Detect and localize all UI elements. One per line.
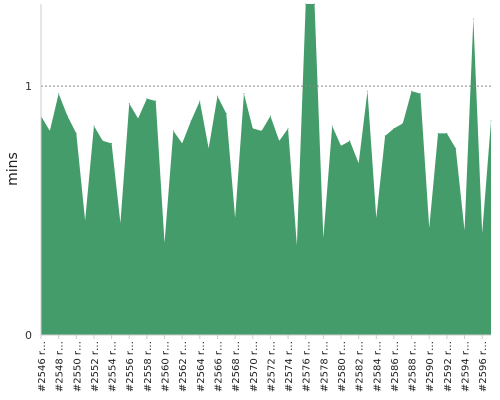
data-point (322, 237, 324, 239)
data-point (278, 140, 280, 142)
y-axis-ticks: 01 (25, 80, 32, 342)
x-tick-label: #2556 r… (125, 341, 136, 392)
data-point (75, 132, 77, 134)
data-point (84, 220, 86, 222)
data-point (419, 93, 421, 95)
data-point (190, 120, 192, 122)
data-point (216, 95, 218, 97)
data-point (428, 227, 430, 229)
data-point (66, 115, 68, 117)
data-point (137, 117, 139, 119)
area-series (41, 4, 491, 335)
x-tick-label: #2576 r… (302, 341, 313, 392)
data-point (393, 127, 395, 129)
data-point (375, 217, 377, 219)
x-tick-label: #2596 r… (478, 341, 489, 392)
data-point (111, 142, 113, 144)
data-point (305, 3, 307, 5)
data-point (366, 90, 368, 92)
plot-area (40, 3, 492, 335)
x-tick-label: #2590 r… (425, 341, 436, 392)
x-tick-label: #2574 r… (284, 341, 295, 392)
x-tick-label: #2548 r… (55, 341, 66, 392)
data-point (225, 113, 227, 114)
x-tick-label: #2568 r… (231, 341, 242, 392)
data-point (411, 90, 413, 92)
x-tick-label: #2582 r… (355, 341, 366, 392)
data-point (340, 145, 342, 147)
data-point (234, 217, 236, 219)
x-tick-label: #2562 r… (178, 341, 189, 392)
x-tick-label: #2570 r… (249, 341, 260, 392)
x-tick-label: #2586 r… (390, 341, 401, 392)
data-point (287, 127, 289, 129)
data-point (93, 125, 95, 127)
data-point (490, 120, 492, 122)
x-tick-label: #2564 r… (196, 341, 207, 392)
y-tick-label: 1 (25, 80, 32, 93)
data-point (119, 222, 121, 224)
data-point (181, 142, 183, 144)
x-axis-ticks: #2546 r… #2548 r… #2550 r… #2552 r… #2554 r…… (37, 335, 489, 392)
x-tick-label: #2546 r… (37, 341, 48, 392)
data-point (243, 93, 245, 95)
data-point (199, 100, 201, 102)
data-point (102, 140, 104, 142)
data-point (384, 135, 386, 137)
data-point (172, 130, 174, 132)
data-point (146, 98, 148, 100)
x-tick-label: #2594 r… (461, 341, 472, 392)
x-tick-label: #2592 r… (443, 341, 454, 392)
data-point (349, 140, 351, 142)
y-tick-label: 0 (25, 329, 32, 342)
data-point (296, 244, 298, 246)
x-tick-label: #2566 r… (213, 341, 224, 392)
data-point (49, 130, 51, 132)
x-tick-label: #2572 r… (266, 341, 277, 392)
data-point (481, 232, 483, 234)
data-point (128, 103, 130, 105)
data-point (472, 18, 474, 20)
x-tick-label: #2578 r… (319, 341, 330, 392)
x-tick-label: #2558 r… (143, 341, 154, 392)
data-point (164, 242, 166, 244)
x-tick-label: #2588 r… (408, 341, 419, 392)
x-tick-label: #2554 r… (108, 341, 119, 392)
data-point (252, 127, 254, 129)
data-point (446, 132, 448, 134)
x-tick-label: #2550 r… (72, 341, 83, 392)
x-tick-label: #2580 r… (337, 341, 348, 392)
data-point (358, 162, 360, 164)
data-point (269, 115, 271, 117)
data-point (314, 3, 316, 5)
data-point (437, 132, 439, 134)
data-point (331, 125, 333, 127)
y-axis-label: mins (5, 152, 21, 186)
x-tick-label: #2552 r… (90, 341, 101, 392)
data-point (455, 147, 457, 149)
x-tick-label: #2584 r… (372, 341, 383, 392)
data-point (464, 229, 466, 231)
data-point (402, 122, 404, 124)
data-point (261, 130, 263, 132)
x-tick-label: #2560 r… (161, 341, 172, 392)
data-point (208, 147, 210, 149)
data-point (155, 100, 157, 102)
data-point (58, 93, 60, 95)
